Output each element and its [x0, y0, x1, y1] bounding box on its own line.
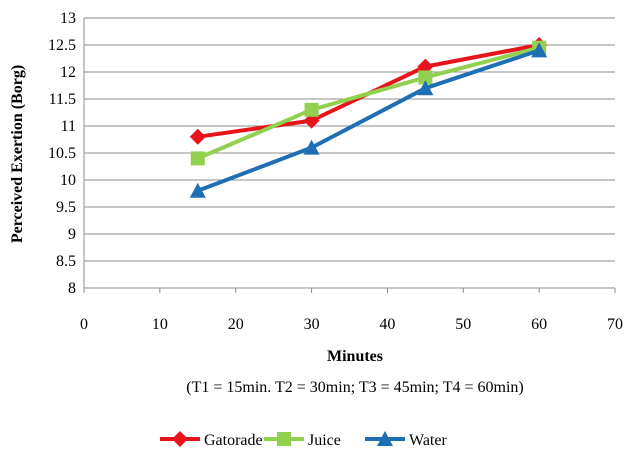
time-points-note: (T1 = 15min. T2 = 30min; T3 = 45min; T4 … [186, 379, 523, 396]
x-tick-labels: 0 10 20 30 40 50 60 70 [80, 316, 623, 333]
legend-marker-juice [277, 432, 291, 446]
legend-label-water: Water [409, 432, 447, 449]
legend: Gatorade Juice Water [160, 431, 447, 449]
x-tick-label: 70 [607, 316, 623, 333]
data-point-water [303, 139, 320, 155]
x-tick-label: 10 [152, 316, 168, 333]
data-point-juice [418, 70, 433, 85]
legend-label-juice: Juice [308, 432, 341, 449]
legend-marker-water [377, 431, 393, 446]
data-series [189, 37, 548, 198]
y-axis-title: Perceived Exertion (Borg) [9, 65, 26, 243]
x-tick-label: 30 [304, 316, 320, 333]
y-tick-label: 9 [68, 226, 76, 243]
series-line-gatorade [197, 43, 540, 139]
x-tick-label: 20 [228, 316, 244, 333]
x-axis-title: Minutes [327, 348, 383, 365]
y-tick-label: 10 [60, 172, 76, 189]
series-line-juice [197, 45, 540, 161]
y-tick-label: 12.5 [48, 37, 76, 54]
y-tick-label: 11.5 [49, 91, 76, 108]
series-line-water [197, 48, 540, 193]
x-tick-label: 60 [531, 316, 547, 333]
y-tick-label: 8 [68, 280, 76, 297]
y-tick-label: 8.5 [56, 253, 76, 270]
y-tick-label: 12 [60, 64, 76, 81]
data-point-water [189, 182, 206, 198]
data-point-juice [190, 151, 205, 166]
axes [83, 18, 616, 293]
data-point-water [531, 42, 548, 58]
y-tick-label: 10.5 [48, 145, 76, 162]
y-tick-label: 11 [61, 118, 76, 135]
y-tick-label: 9.5 [56, 199, 76, 216]
x-tick-label: 50 [455, 316, 471, 333]
data-point-gatorade [189, 128, 206, 145]
legend-label-gatorade: Gatorade [204, 432, 263, 449]
legend-marker-gatorade [172, 431, 188, 447]
x-tick-label: 40 [379, 316, 395, 333]
y-tick-labels: 8 8.5 9 9.5 10 10.5 11 11.5 12 12.5 13 [48, 10, 76, 297]
data-point-juice [304, 102, 319, 117]
x-tick-label: 0 [80, 316, 88, 333]
y-tick-label: 13 [60, 10, 76, 27]
data-point-water [417, 80, 434, 96]
